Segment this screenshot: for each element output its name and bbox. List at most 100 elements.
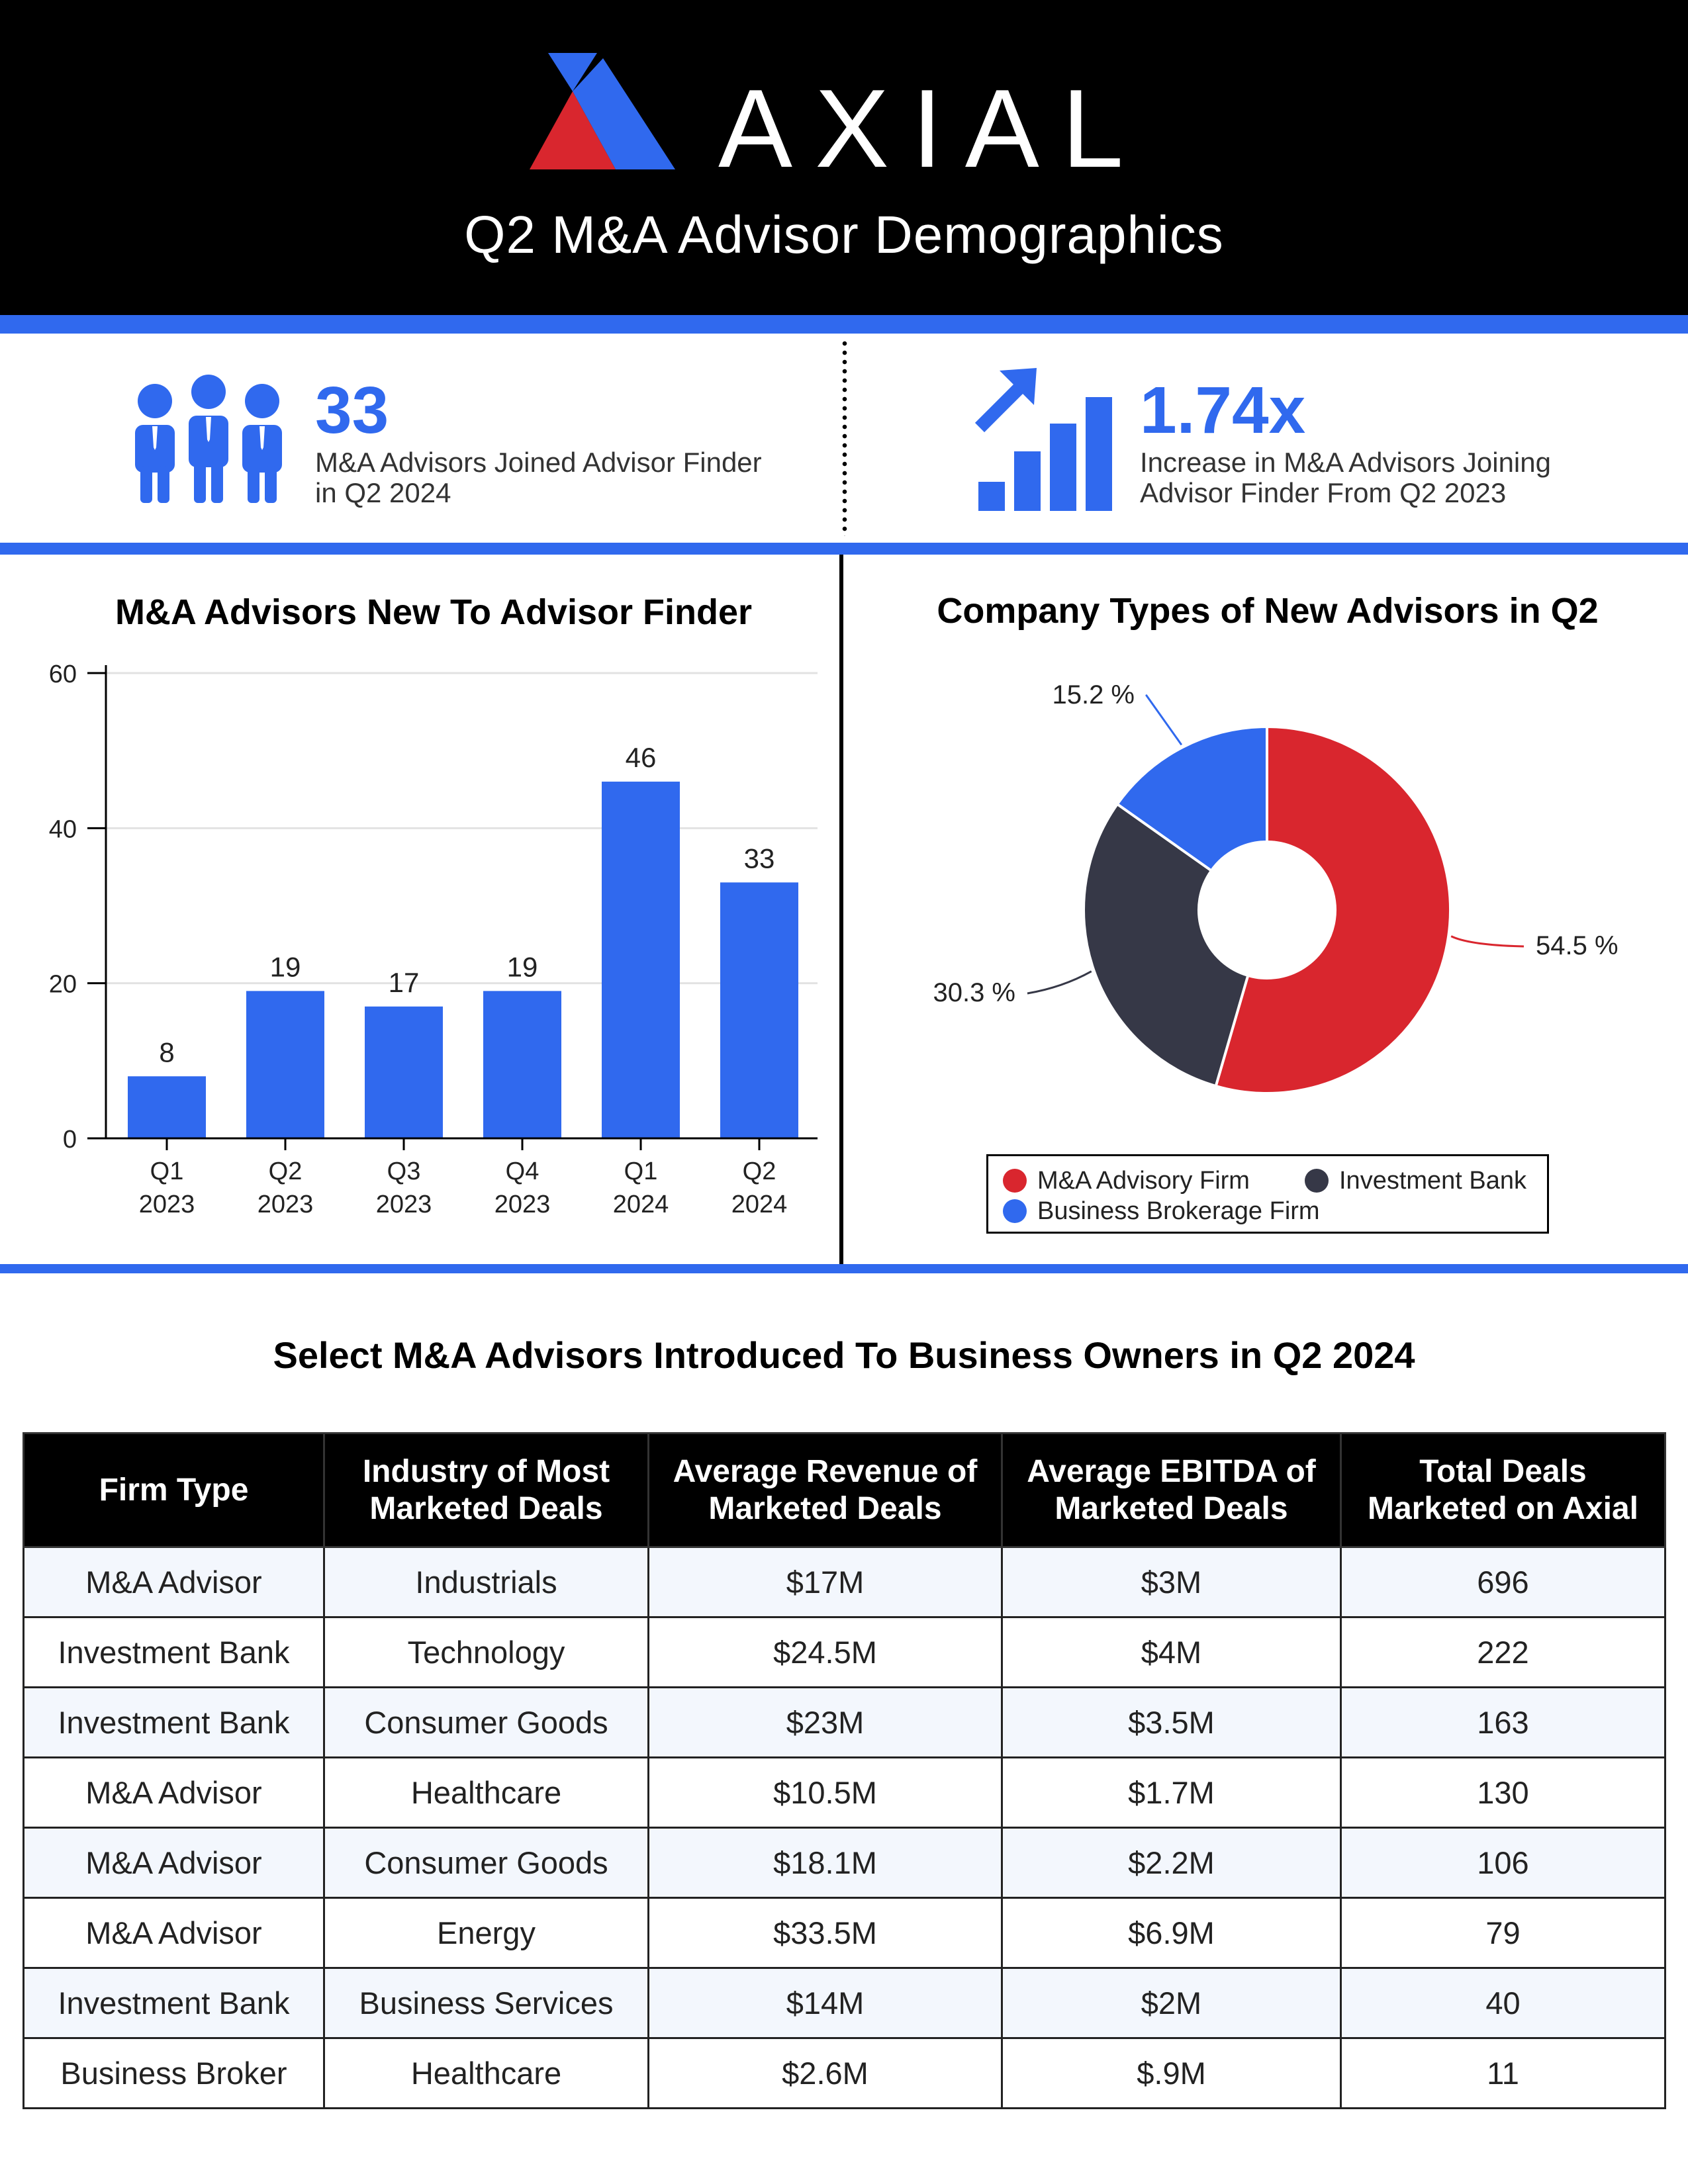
- table-title: Select M&A Advisors Introduced To Busine…: [273, 1334, 1415, 1376]
- x-tick-label: Q1: [624, 1158, 658, 1185]
- legend-label: M&A Advisory Firm: [1037, 1167, 1250, 1195]
- table-cell: $14M: [647, 1967, 1003, 2039]
- table-cell: Business Services: [323, 1967, 649, 2039]
- bar-data-label: 19: [507, 951, 538, 982]
- column-header: Firm Type: [23, 1432, 325, 1548]
- bar: [128, 1076, 206, 1138]
- table-cell: Consumer Goods: [323, 1827, 649, 1899]
- y-tick-label: 0: [63, 1126, 77, 1154]
- legend-item-ma-advisory-firm: M&A Advisory Firm: [1003, 1168, 1250, 1193]
- y-tick-label: 40: [49, 815, 77, 843]
- legend-label: Business Brokerage Firm: [1037, 1197, 1320, 1225]
- x-tick-label: 2024: [613, 1191, 669, 1218]
- x-tick-label: 2023: [494, 1191, 551, 1218]
- legend-swatch: [1003, 1169, 1027, 1193]
- pie-legend: M&A Advisory Firm Investment Bank Busine…: [986, 1154, 1549, 1234]
- x-tick-label: 2023: [258, 1191, 314, 1218]
- table-cell: $18.1M: [647, 1827, 1003, 1899]
- pie-leader-line: [1027, 970, 1092, 995]
- table-cell: M&A Advisor: [23, 1897, 325, 1969]
- pie-slice-label: 54.5 %: [1536, 931, 1618, 960]
- header-band: [0, 315, 1688, 334]
- table-cell: 222: [1340, 1616, 1666, 1688]
- bar: [365, 1006, 443, 1138]
- table-cell: 696: [1340, 1546, 1666, 1618]
- table-cell: $2.2M: [1001, 1827, 1342, 1899]
- x-tick-label: 2023: [139, 1191, 195, 1218]
- legend-swatch: [1305, 1169, 1329, 1193]
- table-cell: $24.5M: [647, 1616, 1003, 1688]
- bar: [602, 782, 680, 1138]
- pie-slice: [1082, 802, 1250, 1088]
- deals-table: Firm Type Industry of Most Marketed Deal…: [23, 1432, 1666, 2109]
- legend-swatch: [1003, 1199, 1027, 1223]
- bar-data-label: 33: [744, 842, 775, 874]
- header: AXIAL Q2 M&A Advisor Demographics: [0, 0, 1688, 315]
- pie-slice-label: 30.3 %: [933, 978, 1015, 1007]
- pie-leader-line: [1145, 694, 1183, 746]
- table-cell: $1.7M: [1001, 1756, 1342, 1829]
- table-cell: 40: [1340, 1967, 1666, 2039]
- bar-chart: 0 20 40 60 8 Q1 2023 19 Q2 2023 17 Q3 2023 19 Q4 2023 46…: [49, 660, 818, 1218]
- pie-leader-line: [1450, 935, 1524, 948]
- y-tick-label: 20: [49, 971, 77, 999]
- table-cell: $4M: [1001, 1616, 1342, 1688]
- table-cell: $6.9M: [1001, 1897, 1342, 1969]
- table-row: Investment Bank Business Services $14M $2M 4…: [23, 1967, 1666, 2039]
- x-tick-label: Q2: [743, 1158, 776, 1185]
- table-cell: Business Broker: [23, 2037, 325, 2109]
- stats-band: [0, 543, 1688, 555]
- table-cell: Healthcare: [323, 2037, 649, 2109]
- brand-name: AXIAL: [718, 66, 1147, 191]
- table-cell: $.9M: [1001, 2037, 1342, 2109]
- legend-item-investment-bank: Investment Bank: [1305, 1168, 1526, 1193]
- table-row: Investment Bank Consumer Goods $23M $3.5M 16…: [23, 1686, 1666, 1758]
- x-tick-label: Q2: [269, 1158, 303, 1185]
- table-row: M&A Advisor Consumer Goods $18.1M $2.2M 106: [23, 1827, 1666, 1899]
- table-cell: M&A Advisor: [23, 1546, 325, 1618]
- bar-data-label: 46: [626, 742, 657, 773]
- y-tick-label: 60: [49, 660, 77, 688]
- table-cell: $17M: [647, 1546, 1003, 1618]
- table-row: M&A Advisor Industrials $17M $3M 696: [23, 1546, 1666, 1618]
- column-header: Industry of Most Marketed Deals: [323, 1432, 649, 1548]
- table-cell: 11: [1340, 2037, 1666, 2109]
- table-cell: 163: [1340, 1686, 1666, 1758]
- table-cell: Investment Bank: [23, 1967, 325, 2039]
- people-icon: [135, 375, 282, 503]
- table-cell: $3.5M: [1001, 1686, 1342, 1758]
- growth-chart-icon: [974, 368, 1112, 511]
- stat-advisors-joined-text: M&A Advisors Joined Advisor Finder in Q2…: [315, 447, 762, 508]
- table-cell: $2.6M: [647, 2037, 1003, 2109]
- bar-chart-title: M&A Advisors New To Advisor Finder: [115, 592, 753, 632]
- stat-increase-value: 1.74x: [1140, 373, 1306, 447]
- x-tick-label: 2024: [731, 1191, 788, 1218]
- stat-advisors-joined-value: 33: [315, 373, 389, 447]
- charts-divider: [839, 555, 843, 1264]
- table-cell: Investment Bank: [23, 1616, 325, 1688]
- bar-data-label: 19: [270, 951, 301, 982]
- page-title: Q2 M&A Advisor Demographics: [464, 205, 1224, 264]
- table-cell: Energy: [323, 1897, 649, 1969]
- pie-slice-label: 15.2 %: [1052, 680, 1135, 709]
- table-cell: $10.5M: [647, 1756, 1003, 1829]
- x-tick-label: Q1: [150, 1158, 184, 1185]
- table-cell: $33.5M: [647, 1897, 1003, 1969]
- legend-label: Investment Bank: [1339, 1167, 1527, 1195]
- table-cell: 79: [1340, 1897, 1666, 1969]
- bar: [483, 991, 561, 1138]
- table-header-row: Firm Type Industry of Most Marketed Deal…: [23, 1432, 1666, 1548]
- bar-data-label: 8: [159, 1036, 174, 1068]
- column-header: Average Revenue of Marketed Deals: [647, 1432, 1003, 1548]
- table-cell: M&A Advisor: [23, 1827, 325, 1899]
- table-cell: Industrials: [323, 1546, 649, 1618]
- column-header: Average EBITDA of Marketed Deals: [1001, 1432, 1342, 1548]
- x-tick-label: Q3: [387, 1158, 421, 1185]
- stats-divider: [842, 339, 847, 536]
- table-row: M&A Advisor Healthcare $10.5M $1.7M 130: [23, 1756, 1666, 1829]
- table-row: Business Broker Healthcare $2.6M $.9M 11: [23, 2037, 1666, 2109]
- table-cell: 106: [1340, 1827, 1666, 1899]
- axial-logo-icon: [530, 53, 675, 169]
- table-cell: $3M: [1001, 1546, 1342, 1618]
- x-tick-label: 2023: [376, 1191, 432, 1218]
